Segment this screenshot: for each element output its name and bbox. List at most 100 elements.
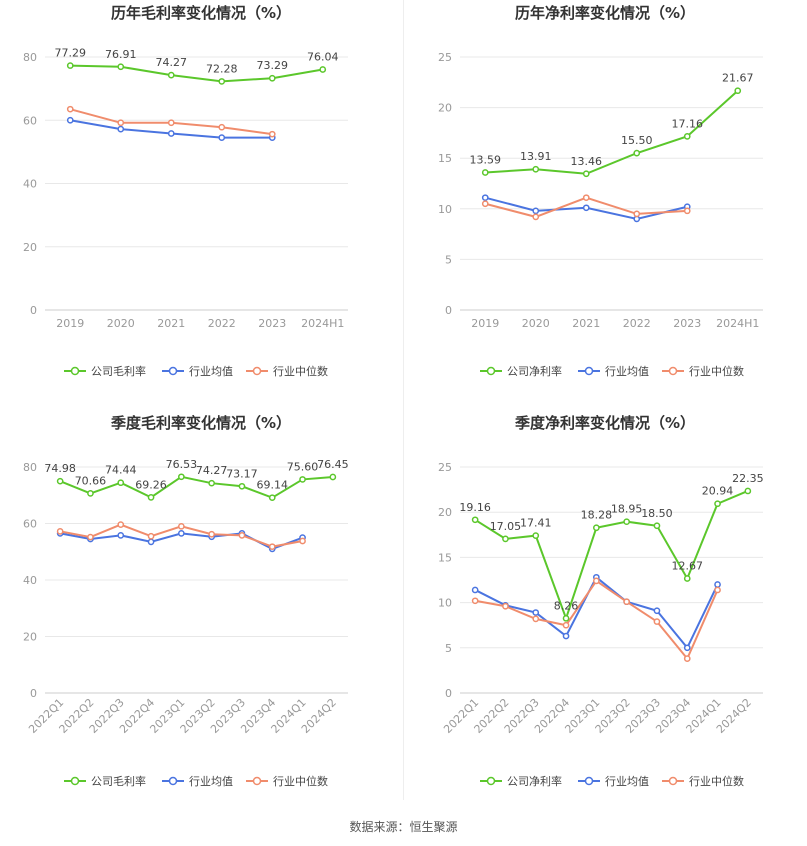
data-point-industry_median: [653, 618, 661, 625]
data-point-industry_avg: [117, 125, 125, 133]
x-tick-label: 2020: [522, 317, 550, 330]
data-point-company: [329, 473, 337, 481]
data-point-industry_median: [87, 533, 94, 541]
chart-svg: 季度毛利率变化情况（%）0204060802022Q12022Q22022Q32…: [23, 414, 349, 788]
y-tick-label: 0: [445, 304, 452, 317]
data-label: 74.44: [105, 464, 137, 477]
chart-svg: 历年净利率变化情况（%） 0 5 10 15 20 25 2019 2020 2021 2022 20…: [438, 4, 763, 378]
data-point-company: [167, 71, 175, 79]
legend-marker: [70, 366, 80, 376]
data-point-industry_avg: [582, 204, 590, 212]
data-label: 20.94: [702, 485, 734, 498]
data-point-industry_median: [299, 537, 306, 545]
x-tick-label: 2019: [56, 317, 84, 330]
legend-label: 行业均值: [605, 775, 649, 788]
data-label: 17.41: [520, 517, 552, 530]
x-tick-label: 2019: [471, 317, 499, 330]
data-point-company: [268, 74, 276, 82]
legend-marker: [486, 776, 496, 786]
y-tick-label: 0: [30, 687, 37, 700]
data-point-industry_avg: [218, 134, 226, 141]
data-label: 19.16: [459, 501, 491, 514]
legend-label: 行业中位数: [689, 774, 744, 788]
data-point-industry_avg: [66, 116, 74, 124]
data-point-industry_avg: [683, 644, 691, 652]
data-label: 18.50: [641, 507, 673, 520]
chart-quarterly-gross-margin: 季度毛利率变化情况（%） 0 20 40 60 80 2022Q1 2022Q2 2022Q3 2…: [0, 410, 403, 820]
legend-item-industry_avg: 行业均值: [162, 775, 233, 788]
data-label: 73.29: [257, 59, 289, 72]
data-label: 15.50: [621, 134, 653, 147]
x-tick-label: 2023: [673, 317, 701, 330]
data-point-company: [319, 66, 327, 73]
data-point-industry_median: [481, 200, 489, 208]
panel-divider: [403, 0, 404, 800]
legend-marker: [668, 776, 678, 786]
data-point-industry_median: [683, 655, 691, 662]
data-point-industry_avg: [167, 130, 175, 137]
data-point-company: [683, 132, 691, 140]
x-tick-label: 2024H1: [716, 317, 759, 330]
legend-label: 公司毛利率: [91, 774, 146, 788]
data-point-company: [87, 490, 94, 497]
y-tick-label: 20: [438, 506, 452, 519]
y-tick-label: 15: [438, 551, 452, 564]
data-point-industry_median: [56, 528, 64, 535]
legend-marker: [486, 366, 496, 376]
data-point-industry_median: [268, 543, 276, 551]
y-tick-label: 10: [438, 597, 452, 610]
data-point-company: [56, 477, 64, 485]
chart-title: 历年净利率变化情况（%）: [515, 4, 695, 22]
data-point-industry_median: [167, 119, 175, 127]
series-line-industry_avg: [474, 575, 719, 650]
data-point-industry_avg: [714, 581, 721, 588]
legend-marker: [584, 366, 594, 376]
data-point-industry_median: [117, 521, 125, 528]
data-point-industry_median: [178, 522, 185, 530]
legend-item-company: 公司毛利率: [64, 774, 146, 788]
data-point-company: [582, 170, 590, 178]
data-point-company: [66, 62, 74, 69]
x-tick-label: 2023: [258, 317, 286, 330]
data-point-company: [714, 500, 721, 508]
legend-item-company: 公司毛利率: [64, 364, 146, 378]
data-point-company: [734, 87, 742, 95]
y-tick-label: 80: [23, 461, 37, 474]
data-point-company: [178, 473, 185, 481]
legend-item-industry_avg: 行业均值: [578, 775, 649, 788]
data-label: 12.67: [672, 559, 704, 572]
x-tick-label: 2020: [107, 317, 135, 330]
data-point-company: [208, 479, 215, 487]
legend-label: 公司毛利率: [91, 364, 146, 378]
data-point-company: [299, 476, 306, 483]
x-tick-label: 2022: [208, 317, 236, 330]
data-label: 13.59: [470, 153, 502, 166]
y-tick-label: 5: [445, 642, 452, 655]
legend-label: 公司净利率: [507, 774, 562, 788]
data-label: 13.46: [571, 155, 603, 168]
data-point-industry_median: [471, 597, 479, 605]
data-point-company: [218, 78, 226, 85]
chart-title: 季度净利率变化情况（%）: [515, 414, 695, 432]
data-label: 69.14: [257, 479, 289, 492]
data-point-company: [117, 63, 125, 71]
data-point-industry_avg: [178, 530, 185, 537]
data-point-company: [633, 149, 641, 157]
x-tick-label: 2021: [157, 317, 185, 330]
data-label: 70.66: [75, 474, 107, 487]
y-tick-label: 0: [30, 304, 37, 317]
legend-item-industry_avg: 行业均值: [578, 365, 649, 378]
data-label: 17.05: [490, 520, 522, 533]
legend-label: 行业中位数: [273, 774, 328, 788]
y-tick-label: 20: [23, 631, 37, 644]
y-tick-label: 25: [438, 461, 452, 474]
data-label: 17.16: [672, 117, 704, 130]
data-point-industry_avg: [147, 538, 155, 546]
data-label: 18.95: [611, 503, 643, 516]
chart-quarterly-net-margin: 季度净利率变化情况（%） 0 5 10 15 20 25 2022Q1 2022Q2 2022Q3…: [404, 410, 807, 820]
y-tick-label: 60: [23, 114, 37, 127]
x-tick-label: 2022: [623, 317, 651, 330]
legend-marker: [70, 776, 80, 786]
data-point-industry_avg: [481, 194, 489, 202]
data-point-company: [481, 169, 489, 176]
